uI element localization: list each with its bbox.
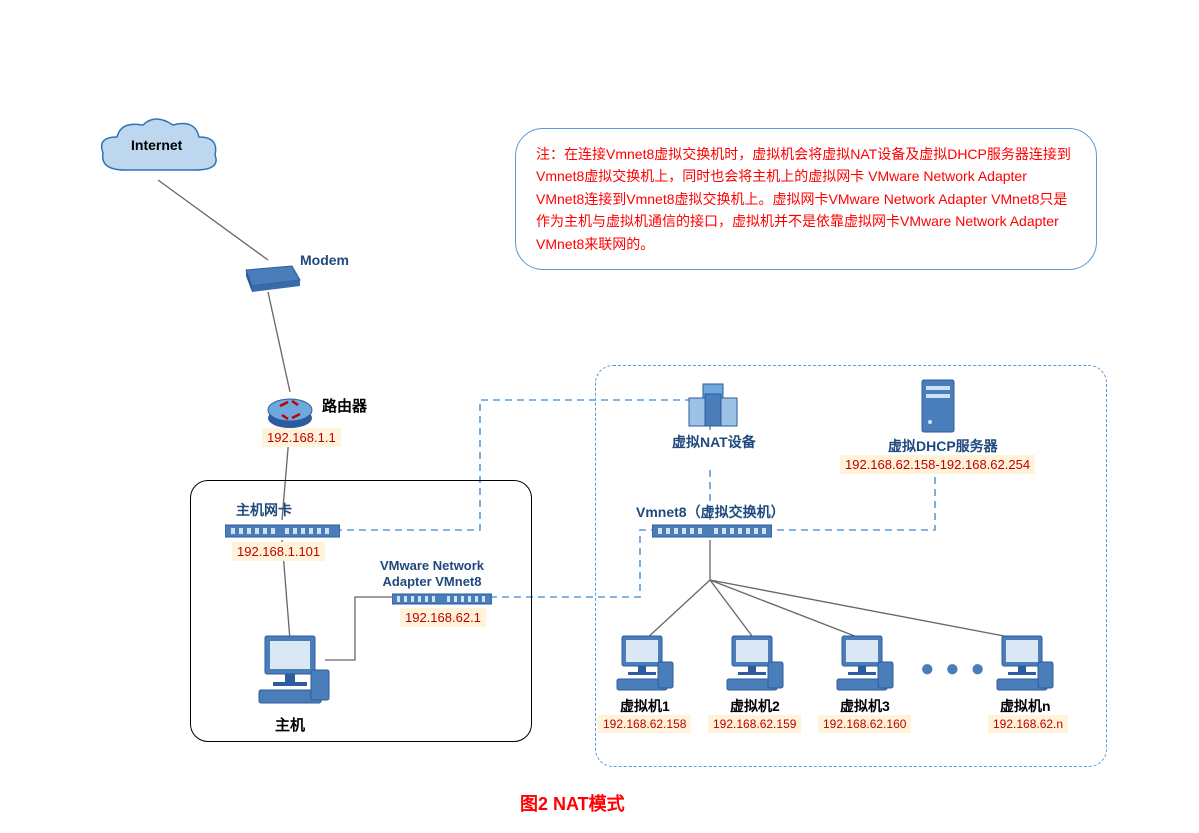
vmnet8-l2: Adapter VMnet8: [383, 574, 482, 589]
vm3-label: 虚拟机3: [840, 696, 890, 716]
vm1-ip: 192.168.62.158: [598, 715, 691, 733]
vm3-ip: 192.168.62.160: [818, 715, 911, 733]
internet-label: Internet: [131, 137, 182, 153]
vm-ellipsis: ● ● ●: [920, 655, 987, 683]
router-label: 路由器: [322, 395, 367, 416]
vmnet8-l1: VMware Network: [380, 558, 484, 573]
vm2-label: 虚拟机2: [730, 696, 780, 716]
diagram-title: 图2 NAT模式: [520, 790, 625, 816]
vswitch-label: Vmnet8（虚拟交换机）: [636, 502, 785, 522]
vmn-icon: [994, 632, 1056, 703]
vmn-ip: 192.168.62.n: [988, 715, 1068, 733]
internet-node: Internet: [95, 115, 225, 200]
vm3-icon: [834, 632, 896, 703]
dhcp-server-icon: [920, 378, 956, 441]
host-pc-icon: [255, 630, 333, 713]
cloud-icon: [95, 115, 225, 195]
vm1-icon: [614, 632, 676, 703]
dhcp-server-label: 虚拟DHCP服务器: [888, 436, 998, 456]
router-ip: 192.168.1.1: [262, 428, 341, 447]
host-nic-label: 主机网卡: [236, 500, 292, 520]
modem-node: [238, 258, 306, 303]
router-icon: [266, 388, 314, 432]
modem-icon: [238, 258, 306, 298]
vmnet8-adapter-label: VMware Network Adapter VMnet8: [380, 558, 484, 589]
vm1-label: 虚拟机1: [620, 696, 670, 716]
nat-device-icon: [685, 380, 741, 437]
nat-device-label: 虚拟NAT设备: [672, 432, 756, 452]
vm2-icon: [724, 632, 786, 703]
note-box: 注：在连接Vmnet8虚拟交换机时，虚拟机会将虚拟NAT设备及虚拟DHCP服务器…: [515, 128, 1097, 270]
dhcp-server-ip: 192.168.62.158-192.168.62.254: [840, 455, 1035, 474]
vm2-ip: 192.168.62.159: [708, 715, 801, 733]
vswitch-icon: [652, 522, 772, 545]
host-pc-label: 主机: [275, 714, 305, 735]
modem-label: Modem: [300, 252, 349, 268]
vmnet8-adapter-ip: 192.168.62.1: [400, 608, 486, 627]
host-nic-ip: 192.168.1.101: [232, 542, 325, 561]
vmn-label: 虚拟机n: [1000, 696, 1051, 716]
